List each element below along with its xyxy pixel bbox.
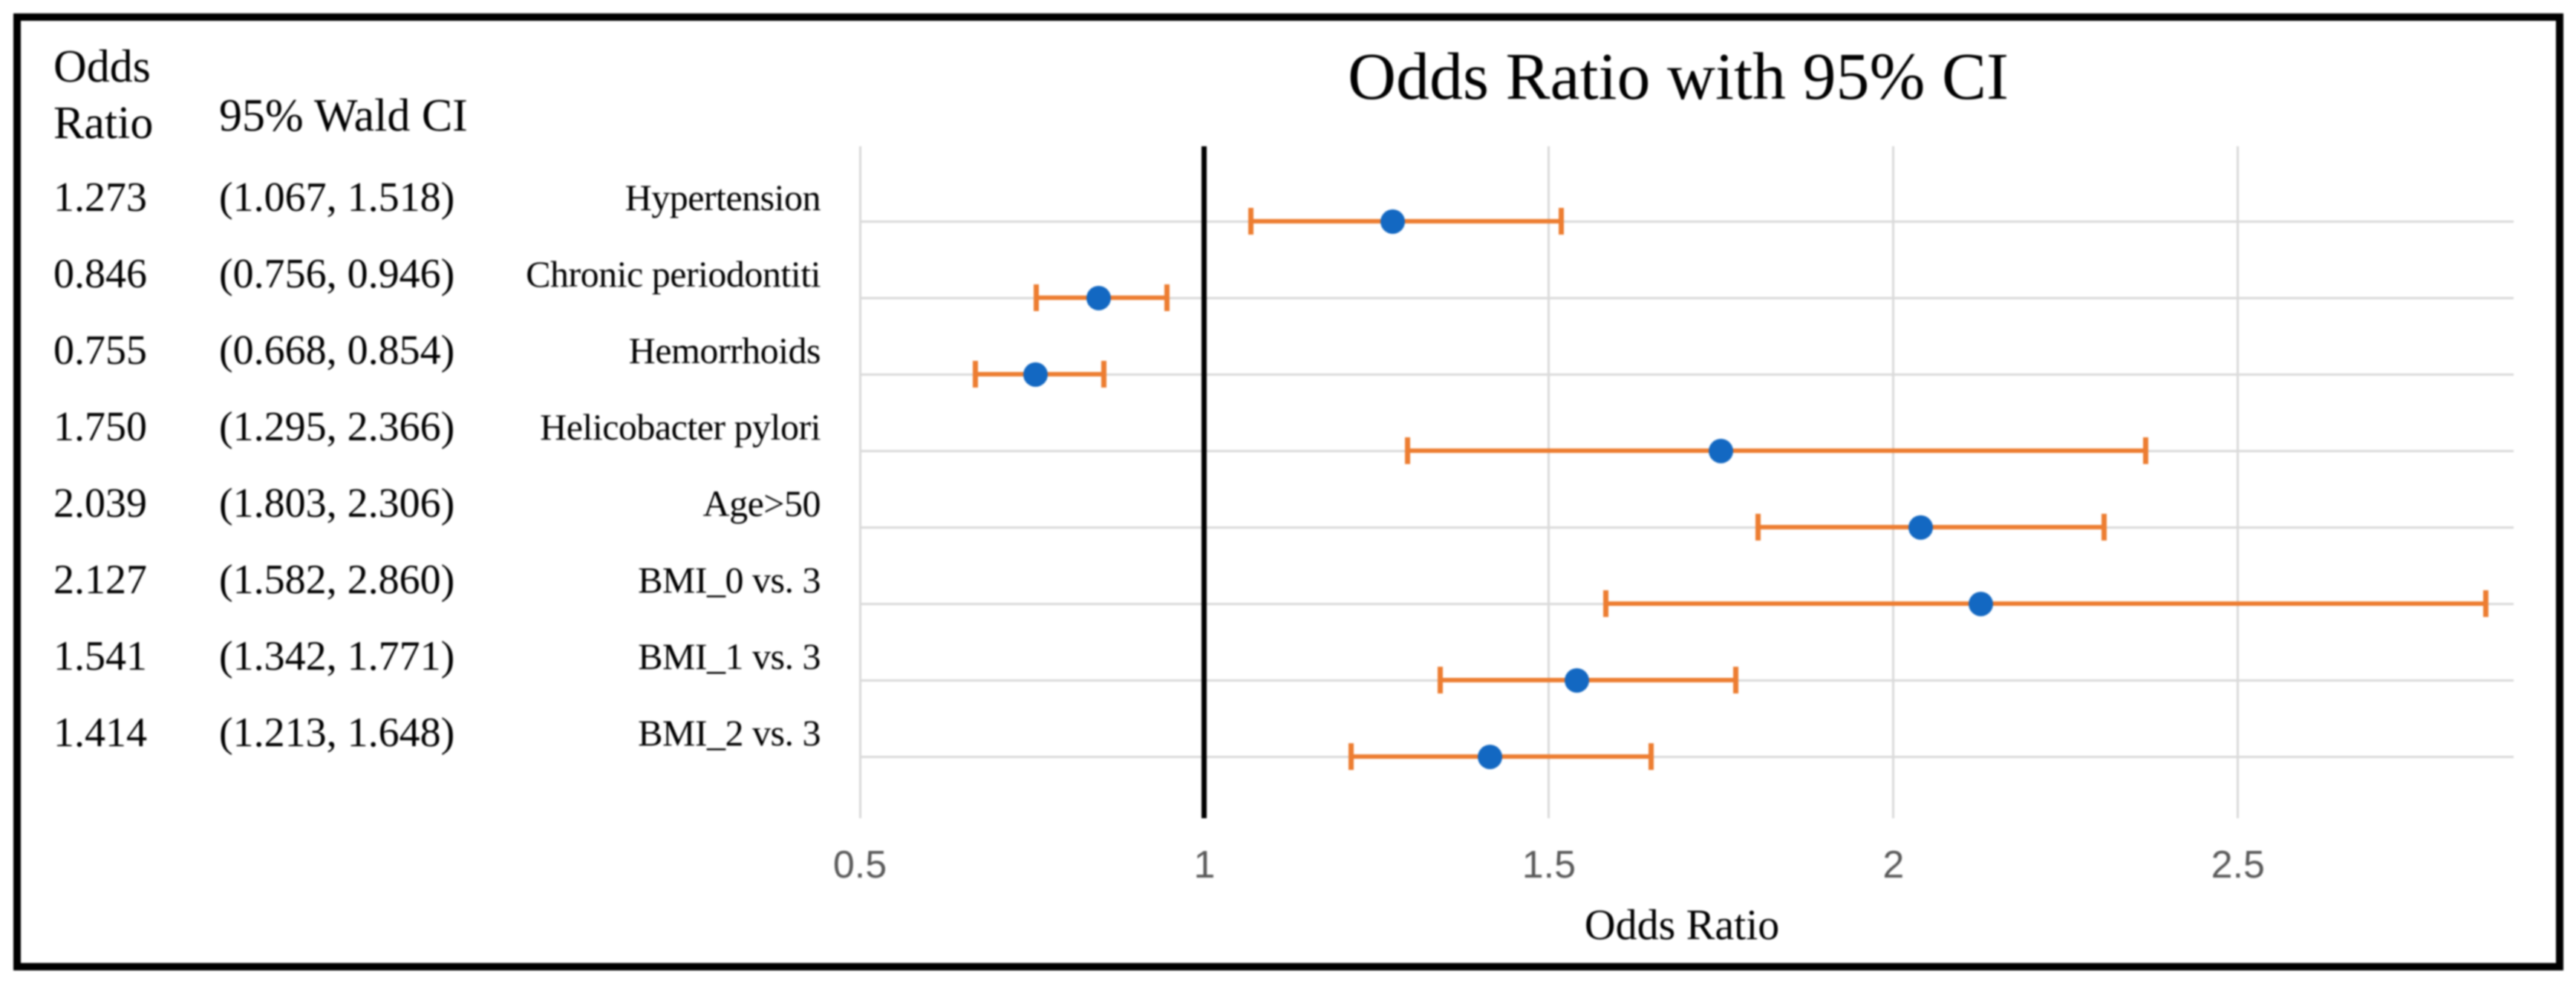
error-bar-cap-high bbox=[1732, 667, 1738, 693]
error-bar-cap-high bbox=[1648, 743, 1654, 770]
gridline-x-1.5 bbox=[1548, 146, 1551, 818]
table-header-wald-ci: 95% Wald CI bbox=[219, 91, 468, 141]
data-marker bbox=[1565, 667, 1590, 693]
x-tick-label: 2.5 bbox=[2211, 843, 2265, 887]
or-value: 1.541 bbox=[53, 633, 147, 679]
data-marker bbox=[1908, 515, 1933, 540]
row-label: Age>50 bbox=[702, 483, 821, 524]
ci-value: (1.213, 1.648) bbox=[219, 710, 455, 756]
error-bar-cap-high bbox=[1164, 284, 1170, 311]
row-label: Helicobacter pylori bbox=[540, 406, 821, 448]
table-header-odds-ratio-line2: Ratio bbox=[53, 98, 154, 148]
reference-line bbox=[1201, 146, 1207, 818]
or-value: 1.750 bbox=[53, 404, 147, 450]
gridline-row bbox=[860, 755, 2514, 758]
error-bar-cap-low bbox=[1437, 667, 1443, 693]
gridline-row bbox=[860, 526, 2514, 529]
or-value: 0.846 bbox=[53, 251, 147, 297]
error-bar-cap-low bbox=[1034, 284, 1040, 311]
row-label: Chronic periodontiti bbox=[526, 253, 821, 295]
data-marker bbox=[1477, 744, 1502, 769]
figure-border bbox=[13, 13, 2563, 970]
row-label: Hypertension bbox=[625, 177, 821, 218]
or-value: 1.414 bbox=[53, 710, 147, 756]
error-bar bbox=[1250, 219, 1562, 223]
error-bar-cap-high bbox=[1559, 208, 1565, 235]
data-marker bbox=[1023, 362, 1049, 387]
or-value: 2.127 bbox=[53, 557, 147, 603]
table-header-odds-ratio: Odds Ratio bbox=[53, 39, 153, 151]
error-bar-cap-high bbox=[2483, 590, 2489, 617]
or-value: 1.273 bbox=[53, 174, 147, 221]
x-tick-label: 0.5 bbox=[832, 843, 887, 887]
data-marker bbox=[1709, 438, 1734, 463]
x-tick-label: 2 bbox=[1882, 843, 1905, 887]
error-bar-cap-high bbox=[1100, 361, 1106, 388]
row-label: Hemorrhoids bbox=[628, 330, 821, 371]
ci-value: (0.668, 0.854) bbox=[219, 327, 455, 373]
ci-value: (1.803, 2.306) bbox=[219, 480, 455, 526]
error-bar-cap-low bbox=[1755, 514, 1761, 541]
or-value: 0.755 bbox=[53, 327, 147, 373]
error-bar-cap-high bbox=[2142, 437, 2148, 464]
error-bar-cap-low bbox=[1349, 743, 1354, 770]
row-label: BMI_1 vs. 3 bbox=[638, 636, 821, 677]
x-axis-title: Odds Ratio bbox=[1584, 901, 1780, 949]
x-tick-label: 1 bbox=[1193, 843, 1216, 887]
table-header-odds-ratio-line1: Odds bbox=[53, 42, 151, 92]
data-marker bbox=[1086, 285, 1111, 310]
ci-value: (1.067, 1.518) bbox=[219, 174, 455, 221]
data-marker bbox=[1380, 209, 1405, 234]
ci-value: (0.756, 0.946) bbox=[219, 251, 455, 297]
error-bar-cap-low bbox=[973, 361, 979, 388]
x-tick-label: 1.5 bbox=[1522, 843, 1576, 887]
ci-value: (1.582, 2.860) bbox=[219, 557, 455, 603]
gridline-x-2 bbox=[1892, 146, 1895, 818]
error-bar-cap-low bbox=[1405, 437, 1411, 464]
chart-title: Odds Ratio with 95% CI bbox=[1348, 40, 2009, 114]
gridline-x-0.5 bbox=[858, 146, 861, 818]
ci-value: (1.295, 2.366) bbox=[219, 404, 455, 450]
gridline-row bbox=[860, 296, 2514, 299]
error-bar bbox=[1407, 448, 2146, 453]
or-value: 2.039 bbox=[53, 480, 147, 526]
data-marker bbox=[1969, 591, 1994, 616]
gridline-x-2.5 bbox=[2237, 146, 2240, 818]
gridline-row bbox=[860, 220, 2514, 223]
error-bar-cap-low bbox=[1602, 590, 1608, 617]
gridline-row bbox=[860, 373, 2514, 376]
error-bar-cap-high bbox=[2101, 514, 2107, 541]
error-bar-cap-low bbox=[1248, 208, 1253, 235]
ci-value: (1.342, 1.771) bbox=[219, 633, 455, 679]
row-label: BMI_2 vs. 3 bbox=[638, 712, 821, 754]
error-bar bbox=[1605, 601, 2486, 606]
row-label: BMI_0 vs. 3 bbox=[638, 559, 821, 601]
